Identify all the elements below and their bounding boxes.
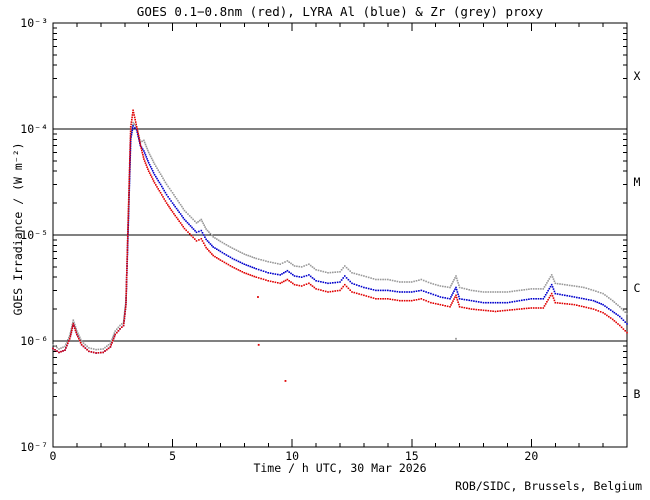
x-tick-label: 15	[405, 449, 419, 463]
series-grey	[52, 121, 628, 351]
x-tick-label: 5	[169, 449, 176, 463]
outlier-dot	[455, 337, 457, 340]
series-blue	[52, 125, 628, 354]
flare-class-label: M	[634, 175, 641, 189]
y-tick-label: 10⁻⁶	[20, 334, 48, 348]
x-axis-title: Time / h UTC, 30 Mar 2026	[253, 461, 427, 475]
x-tick-label: 0	[50, 449, 57, 463]
flare-class-label: X	[634, 69, 641, 83]
y-tick-label: 10⁻⁷	[20, 440, 48, 454]
flare-class-label: C	[634, 281, 641, 295]
flare-class-label: B	[634, 387, 641, 401]
series-red	[52, 109, 628, 354]
outlier-dot	[284, 380, 287, 382]
outlier-dot	[257, 296, 259, 298]
y-tick-label: 10⁻⁴	[20, 122, 48, 136]
y-tick-label: 10⁻⁵	[20, 228, 48, 242]
x-tick-label: 10	[285, 449, 299, 463]
chart-title: GOES 0.1−0.8nm (red), LYRA Al (blue) & Z…	[136, 4, 544, 19]
outlier-dot	[257, 343, 260, 346]
y-tick-label: 10⁻³	[20, 16, 48, 30]
credit-text: ROB/SIDC, Brussels, Belgium	[455, 479, 642, 493]
x-tick-label: 20	[524, 449, 538, 463]
